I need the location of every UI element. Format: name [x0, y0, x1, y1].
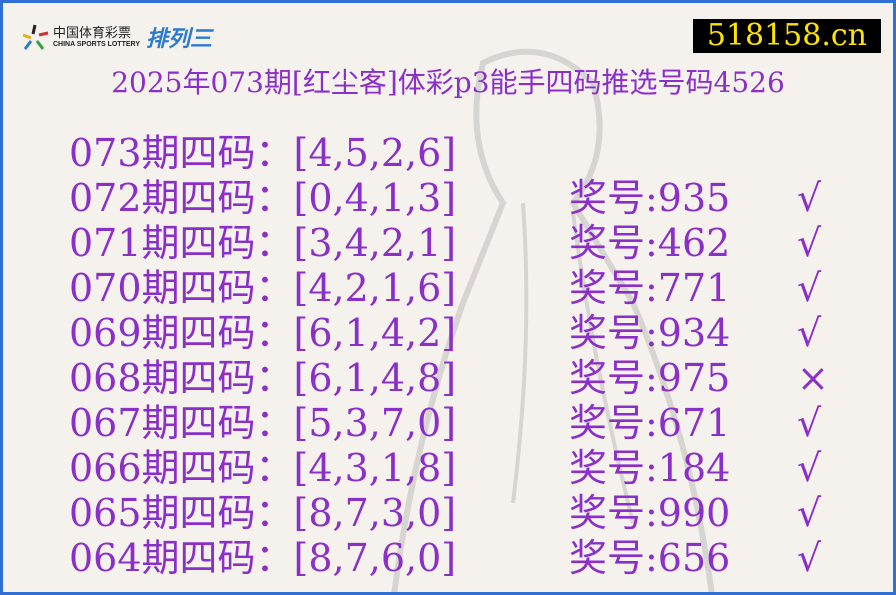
row-result-icon: × — [797, 356, 829, 400]
prediction-row: 064期四码：[8,7,6,0] 奖号:656 √ — [69, 536, 829, 581]
row-pick: 071期四码：[3,4,2,1] — [69, 221, 457, 265]
row-pick: 068期四码：[6,1,4,8] — [69, 356, 457, 400]
prediction-row: 067期四码：[5,3,7,0] 奖号:671 √ — [69, 401, 829, 446]
prediction-row: 066期四码：[4,3,1,8] 奖号:184 √ — [69, 446, 829, 491]
prediction-row: 068期四码：[6,1,4,8] 奖号:975 × — [69, 356, 829, 401]
row-result-icon: √ — [797, 401, 822, 445]
row-result-icon: √ — [797, 536, 822, 580]
row-prize: 奖号:990 — [569, 491, 731, 535]
lottery-star-icon — [22, 24, 49, 50]
row-prize: 奖号:671 — [569, 401, 731, 445]
row-result-icon: √ — [797, 221, 822, 265]
row-result-icon: √ — [797, 266, 822, 310]
prediction-list: 073期四码：[4,5,2,6] 072期四码：[0,4,1,3] 奖号:935 √… — [69, 131, 829, 581]
prediction-row: 072期四码：[0,4,1,3] 奖号:935 √ — [69, 176, 829, 221]
prediction-row: 070期四码：[4,2,1,6] 奖号:771 √ — [69, 266, 829, 311]
row-result-icon: √ — [797, 176, 822, 220]
page-title: 2025年073期[红尘客]体彩p3能手四码推选号码4526 — [111, 66, 785, 99]
sage-figure-watermark — [391, 48, 715, 592]
lottery-logo: 中国体育彩票 CHINA SPORTS LOTTERY 排列三 — [21, 21, 212, 53]
row-pick: 073期四码：[4,5,2,6] — [69, 131, 457, 175]
row-prize: 奖号:771 — [569, 266, 731, 310]
row-pick: 069期四码：[6,1,4,2] — [69, 311, 457, 355]
logo-game-name: 排列三 — [145, 27, 212, 52]
row-pick: 065期四码：[8,7,3,0] — [69, 491, 457, 535]
row-prize: 奖号:975 — [569, 356, 731, 400]
row-prize: 奖号:656 — [569, 536, 731, 580]
prediction-row: 065期四码：[8,7,3,0] 奖号:990 √ — [69, 491, 829, 536]
row-result-icon: √ — [797, 491, 822, 535]
row-pick: 066期四码：[4,3,1,8] — [69, 446, 457, 490]
logo-cn-text: 中国体育彩票 — [53, 25, 132, 41]
row-prize: 奖号:935 — [569, 176, 731, 220]
row-pick: 070期四码：[4,2,1,6] — [69, 266, 457, 310]
row-pick: 067期四码：[5,3,7,0] — [69, 401, 457, 445]
row-pick: 064期四码：[8,7,6,0] — [69, 536, 457, 580]
prediction-row: 071期四码：[3,4,2,1] 奖号:462 √ — [69, 221, 829, 266]
row-result-icon: √ — [797, 446, 822, 490]
prediction-row: 073期四码：[4,5,2,6] — [69, 131, 829, 176]
site-badge: 518158.cn — [692, 19, 881, 53]
row-result-icon: √ — [797, 311, 822, 355]
row-pick: 072期四码：[0,4,1,3] — [69, 176, 457, 220]
prediction-row: 069期四码：[6,1,4,2] 奖号:934 √ — [69, 311, 829, 356]
row-prize: 奖号:934 — [569, 311, 731, 355]
logo-en-text: CHINA SPORTS LOTTERY — [53, 40, 140, 48]
row-prize: 奖号:184 — [569, 446, 731, 490]
row-prize: 奖号:462 — [569, 221, 731, 265]
